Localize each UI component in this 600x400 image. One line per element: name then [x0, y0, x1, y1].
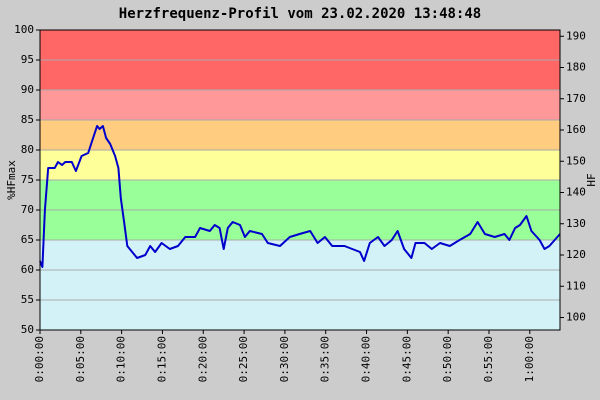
y2-tick-label: 170 [566, 92, 586, 105]
x-tick-label: 0:40:00 [360, 336, 373, 382]
x-tick-label: 0:10:00 [115, 336, 128, 382]
x-tick-label: 0:20:00 [196, 336, 209, 382]
y-tick-label: 50 [21, 323, 34, 336]
y2-tick-label: 190 [566, 29, 586, 42]
y-tick-label: 95 [21, 53, 34, 66]
y2-axis-label: HF [585, 173, 598, 186]
x-tick-label: 0:50:00 [441, 336, 454, 382]
y-tick-label: 100 [14, 23, 34, 36]
y-tick-label: 85 [21, 113, 34, 126]
y2-tick-label: 120 [566, 248, 586, 261]
y2-tick-label: 130 [566, 217, 586, 230]
y-tick-label: 90 [21, 83, 34, 96]
hr-line [39, 125, 561, 268]
x-tick-label: 0:15:00 [155, 336, 168, 382]
y-tick-label: 80 [21, 143, 34, 156]
y-tick-label: 60 [21, 263, 34, 276]
y-axis-label: %HFmax [5, 160, 18, 200]
x-tick-label: 0:30:00 [278, 336, 291, 382]
y2-tick-label: 140 [566, 186, 586, 199]
y2-tick-label: 150 [566, 154, 586, 167]
x-tick-label: 0:35:00 [319, 336, 332, 382]
y-tick-label: 75 [21, 173, 34, 186]
x-tick-label: 0:00:00 [33, 336, 46, 382]
zone-band [40, 90, 560, 120]
x-tick-label: 0:45:00 [400, 336, 413, 382]
chart-title: Herzfrequenz-Profil vom 23.02.2020 13:48… [119, 6, 481, 22]
zone-band [40, 120, 560, 150]
y2-tick-label: 100 [566, 311, 586, 324]
plot-border [39, 29, 561, 331]
x-tick-label: 0:55:00 [482, 336, 495, 382]
zone-band [40, 150, 560, 180]
y2-tick-label: 110 [566, 279, 586, 292]
x-tick-label: 0:05:00 [74, 336, 87, 382]
zone-band [40, 240, 560, 330]
y-tick-label: 70 [21, 203, 34, 216]
y2-tick-label: 180 [566, 61, 586, 74]
y2-tick-label: 160 [566, 123, 586, 136]
y-tick-label: 55 [21, 293, 34, 306]
x-tick-label: 0:25:00 [237, 336, 250, 382]
y-tick-label: 65 [21, 233, 34, 246]
x-tick-label: 1:00:00 [523, 336, 536, 382]
